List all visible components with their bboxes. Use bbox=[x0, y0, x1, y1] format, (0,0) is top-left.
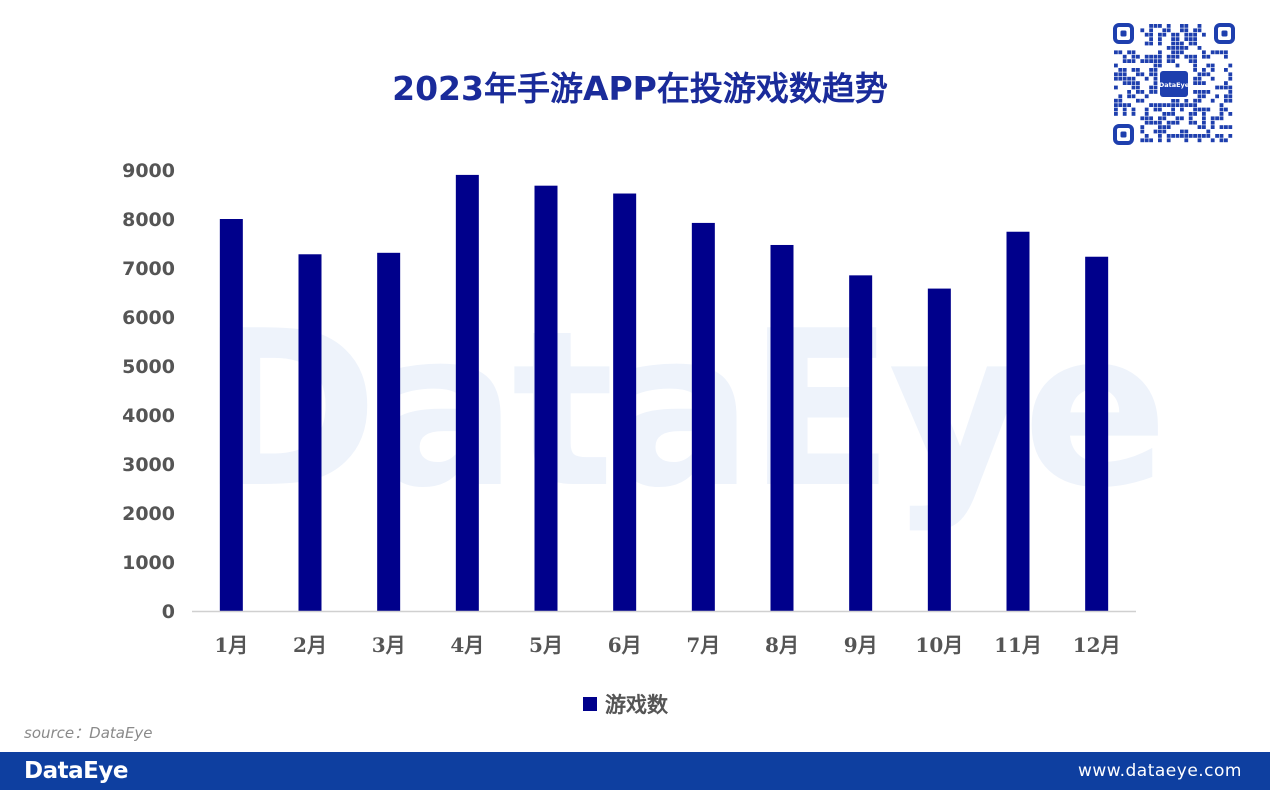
y-tick-label: 8000 bbox=[122, 209, 175, 231]
y-tick-label: 1000 bbox=[122, 552, 175, 574]
y-tick-label: 2000 bbox=[122, 503, 175, 525]
bar bbox=[770, 244, 794, 611]
y-tick-label: 6000 bbox=[122, 307, 175, 329]
x-tick-label: 9月 bbox=[844, 633, 878, 657]
bar bbox=[613, 193, 637, 611]
qr-code: DataEye bbox=[1112, 22, 1236, 146]
footer-bar: DataEye www.dataeye.com bbox=[0, 752, 1270, 790]
bar bbox=[377, 252, 401, 611]
bar bbox=[455, 174, 479, 611]
x-tick-label: 4月 bbox=[450, 633, 484, 657]
bar bbox=[927, 288, 951, 611]
y-tick-label: 5000 bbox=[122, 356, 175, 378]
legend-label: 游戏数 bbox=[605, 692, 668, 717]
x-tick-label: 10月 bbox=[915, 633, 963, 657]
y-tick-label: 7000 bbox=[122, 258, 175, 280]
x-tick-label: 1月 bbox=[214, 633, 248, 657]
x-tick-label: 7月 bbox=[686, 633, 720, 657]
bar bbox=[534, 185, 558, 611]
footer-brand-logo: DataEye bbox=[24, 758, 128, 784]
qr-center-logo: DataEye bbox=[1159, 81, 1190, 89]
y-tick-label: 9000 bbox=[122, 160, 175, 182]
y-tick-label: 0 bbox=[162, 601, 175, 623]
footer-url: www.dataeye.com bbox=[1077, 761, 1242, 781]
x-tick-label: 6月 bbox=[608, 633, 642, 657]
bar bbox=[691, 222, 715, 612]
x-tick-label: 2月 bbox=[293, 633, 327, 657]
x-tick-label: 11月 bbox=[994, 633, 1042, 657]
bar bbox=[298, 254, 322, 611]
legend-swatch bbox=[583, 697, 597, 711]
x-tick-label: 8月 bbox=[765, 633, 799, 657]
bar bbox=[849, 275, 873, 611]
bar bbox=[1085, 256, 1109, 611]
x-tick-label: 5月 bbox=[529, 633, 563, 657]
chart-title: 2023年手游APP在投游戏数趋势 bbox=[392, 69, 888, 108]
bar bbox=[1006, 231, 1030, 612]
x-tick-label: 3月 bbox=[372, 633, 406, 657]
y-tick-label: 3000 bbox=[122, 454, 175, 476]
x-tick-label: 12月 bbox=[1073, 633, 1121, 657]
source-note: source：DataEye bbox=[24, 724, 153, 742]
bar bbox=[219, 219, 243, 611]
legend: 游戏数 bbox=[583, 690, 668, 718]
y-tick-label: 4000 bbox=[122, 405, 175, 427]
